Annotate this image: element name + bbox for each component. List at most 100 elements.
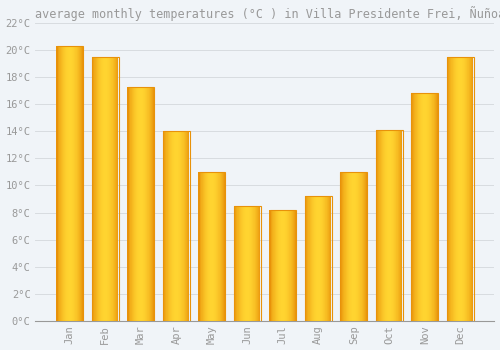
Bar <box>173 131 174 321</box>
Bar <box>350 172 351 321</box>
Bar <box>259 206 260 321</box>
Bar <box>269 210 270 321</box>
Bar <box>69 46 70 321</box>
Bar <box>351 172 352 321</box>
Bar <box>461 57 462 321</box>
Bar <box>74 46 75 321</box>
Bar <box>294 210 295 321</box>
Bar <box>453 57 454 321</box>
Bar <box>205 172 206 321</box>
Bar <box>152 87 153 321</box>
Bar <box>189 131 190 321</box>
Bar <box>92 57 118 321</box>
Text: average monthly temperatures (°C ) in Villa Presidente Frei, Ñuñoa, Santiago, Ch: average monthly temperatures (°C ) in Vi… <box>36 6 500 21</box>
Bar <box>138 87 139 321</box>
Bar <box>132 87 133 321</box>
Bar <box>172 131 173 321</box>
Bar <box>340 172 341 321</box>
Bar <box>472 57 473 321</box>
Bar <box>387 130 388 321</box>
Bar <box>200 172 201 321</box>
Bar <box>392 130 394 321</box>
Bar <box>239 206 240 321</box>
Bar <box>236 206 237 321</box>
Bar <box>317 196 318 321</box>
Bar <box>412 93 438 321</box>
Bar <box>143 87 144 321</box>
Bar <box>325 196 326 321</box>
Bar <box>275 210 276 321</box>
Bar <box>98 57 99 321</box>
Bar <box>307 196 308 321</box>
Bar <box>75 46 76 321</box>
Bar <box>356 172 358 321</box>
Bar <box>219 172 220 321</box>
Bar <box>251 206 252 321</box>
Bar <box>396 130 397 321</box>
Bar <box>316 196 317 321</box>
Bar <box>459 57 460 321</box>
Bar <box>279 210 280 321</box>
Bar <box>243 206 244 321</box>
Bar <box>309 196 310 321</box>
Bar <box>378 130 379 321</box>
Bar <box>99 57 100 321</box>
Bar <box>330 196 331 321</box>
Bar <box>320 196 321 321</box>
Bar <box>187 131 188 321</box>
Bar <box>60 46 61 321</box>
Bar <box>153 87 154 321</box>
Bar <box>105 57 106 321</box>
Bar <box>365 172 366 321</box>
Bar <box>164 131 165 321</box>
Bar <box>295 210 296 321</box>
Bar <box>82 46 83 321</box>
Bar <box>419 93 420 321</box>
Bar <box>283 210 284 321</box>
Bar <box>250 206 251 321</box>
Bar <box>93 57 94 321</box>
Bar <box>146 87 147 321</box>
Bar <box>59 46 60 321</box>
Bar <box>385 130 386 321</box>
Bar <box>447 57 473 321</box>
Bar <box>215 172 216 321</box>
Bar <box>185 131 186 321</box>
Bar <box>376 130 402 321</box>
Bar <box>249 206 250 321</box>
Bar <box>174 131 175 321</box>
Bar <box>248 206 249 321</box>
Bar <box>452 57 453 321</box>
Bar <box>245 206 246 321</box>
Bar <box>112 57 113 321</box>
Bar <box>273 210 274 321</box>
Bar <box>399 130 400 321</box>
Bar <box>270 210 271 321</box>
Bar <box>151 87 152 321</box>
Bar <box>240 206 241 321</box>
Bar <box>198 172 225 321</box>
Bar <box>397 130 398 321</box>
Bar <box>68 46 69 321</box>
Bar <box>70 46 71 321</box>
Bar <box>65 46 66 321</box>
Bar <box>360 172 361 321</box>
Bar <box>314 196 315 321</box>
Bar <box>457 57 458 321</box>
Bar <box>100 57 101 321</box>
Bar <box>58 46 59 321</box>
Bar <box>242 206 243 321</box>
Bar <box>412 93 438 321</box>
Bar <box>148 87 149 321</box>
Bar <box>214 172 215 321</box>
Bar <box>147 87 148 321</box>
Bar <box>465 57 466 321</box>
Bar <box>462 57 463 321</box>
Bar <box>458 57 459 321</box>
Bar <box>109 57 110 321</box>
Bar <box>342 172 343 321</box>
Bar <box>198 172 225 321</box>
Bar <box>282 210 283 321</box>
Bar <box>288 210 289 321</box>
Bar <box>394 130 395 321</box>
